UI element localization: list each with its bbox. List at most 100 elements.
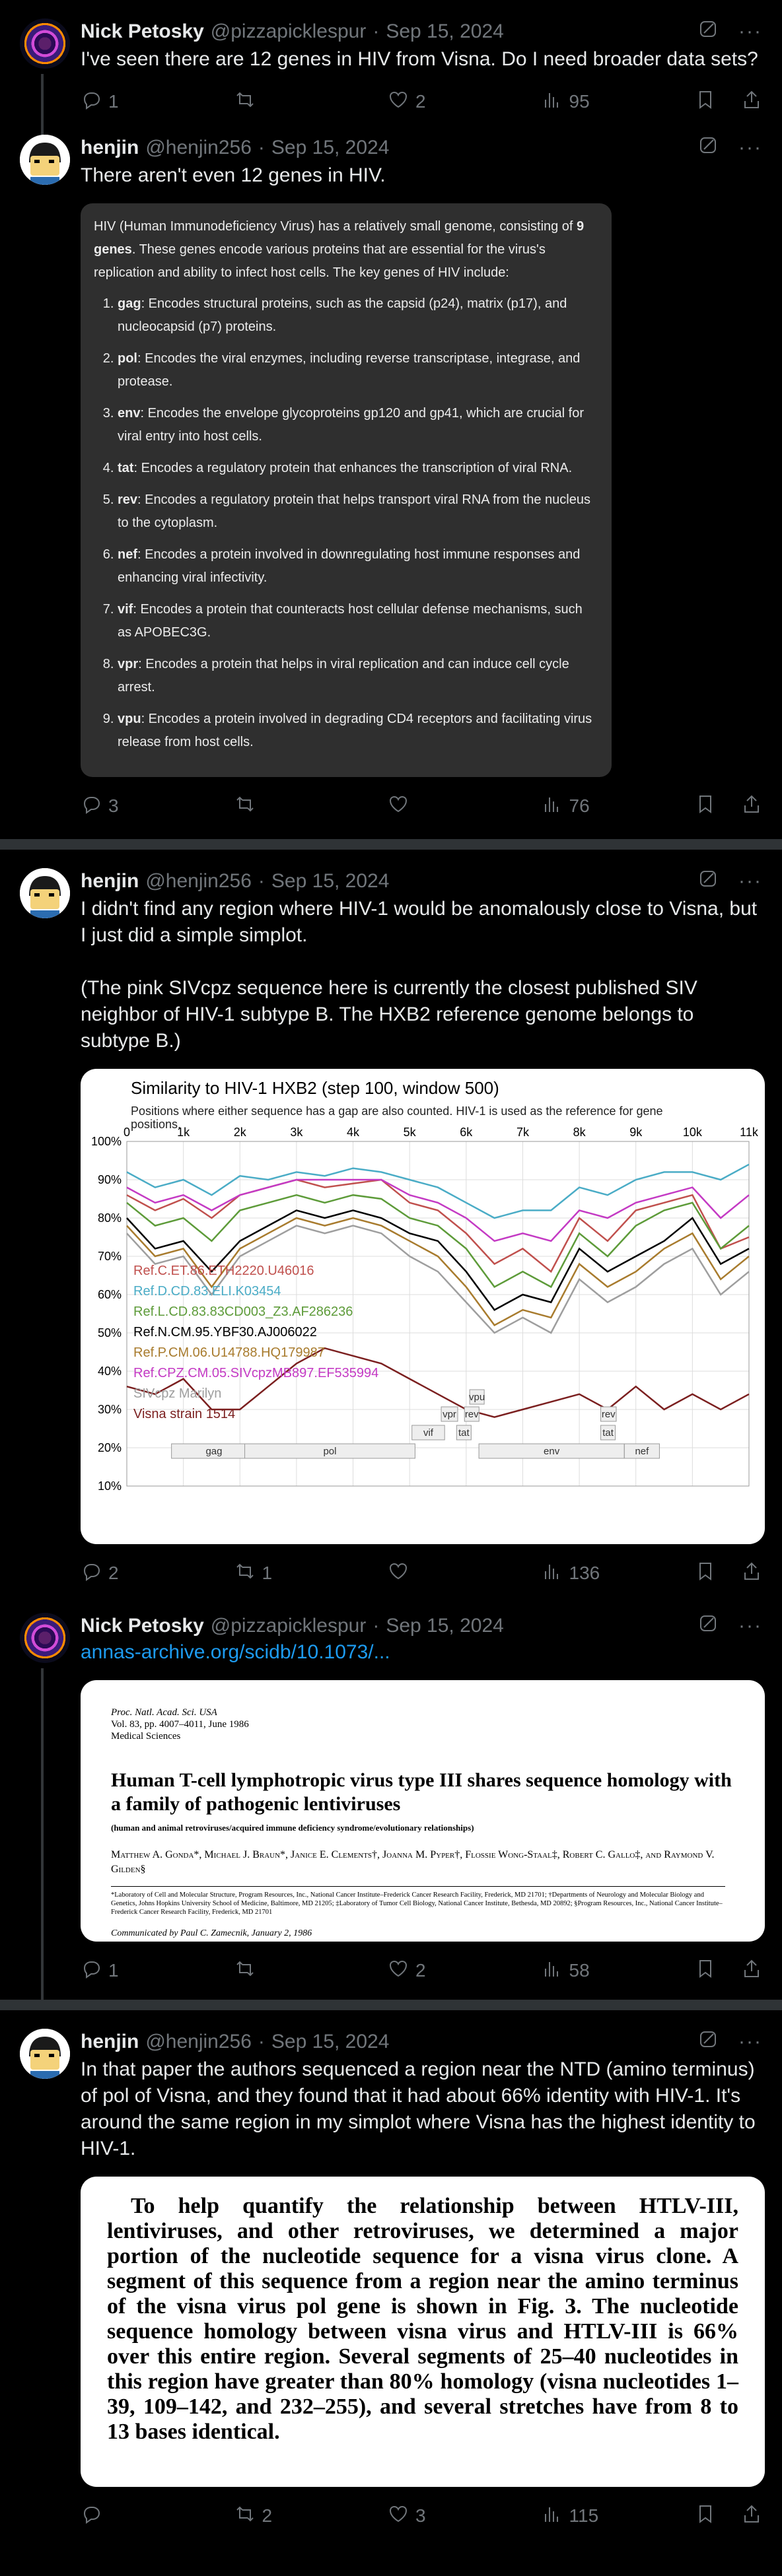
repost-count: 1 xyxy=(262,1563,273,1583)
bookmark-icon[interactable] xyxy=(695,1958,716,1984)
like-button[interactable]: 3 xyxy=(388,2503,542,2529)
reply-button[interactable] xyxy=(81,2503,234,2529)
views-icon xyxy=(542,794,563,819)
post-1[interactable]: Nick Petosky @pizzapicklespur · Sep 15, … xyxy=(0,0,782,131)
share-icon[interactable] xyxy=(741,1561,762,1586)
dot-separator: · xyxy=(258,137,265,158)
author-name[interactable]: Nick Petosky xyxy=(81,1615,204,1637)
bookmark-icon[interactable] xyxy=(695,1561,716,1586)
gene-label-nef: nef xyxy=(635,1446,649,1457)
chart-title: Similarity to HIV-1 HXB2 (step 100, wind… xyxy=(131,1078,499,1098)
x-tick-label: 3k xyxy=(290,1126,303,1139)
views-button[interactable]: 58 xyxy=(542,1958,695,1984)
y-tick-label: 60% xyxy=(98,1288,122,1301)
avatar[interactable] xyxy=(20,1613,70,1663)
post-date[interactable]: Sep 15, 2024 xyxy=(271,2031,390,2052)
avatar[interactable] xyxy=(20,2029,70,2079)
more-icon[interactable]: ··· xyxy=(738,2031,762,2052)
paper-quote-image[interactable]: To help quantify the relationship betwee… xyxy=(81,2177,765,2487)
author-name[interactable]: Nick Petosky xyxy=(81,20,204,42)
like-button[interactable]: 2 xyxy=(388,89,542,115)
views-button[interactable]: 76 xyxy=(542,794,695,819)
author-handle[interactable]: @henjin256 xyxy=(145,870,252,892)
grok-icon[interactable] xyxy=(697,18,719,45)
share-icon[interactable] xyxy=(741,2503,762,2529)
view-count: 58 xyxy=(569,1960,590,1981)
post-3[interactable]: henjin @henjin256 · Sep 15, 2024 ··· I d… xyxy=(0,850,782,1606)
author-name[interactable]: henjin xyxy=(81,137,139,158)
more-icon[interactable]: ··· xyxy=(738,137,762,158)
post-4[interactable]: Nick Petosky @pizzapicklespur · Sep 15, … xyxy=(0,1606,782,2000)
like-button[interactable] xyxy=(388,1561,542,1586)
gene-label-env: env xyxy=(544,1446,560,1457)
share-icon[interactable] xyxy=(741,794,762,819)
post-date[interactable]: Sep 15, 2024 xyxy=(386,1615,504,1637)
more-icon[interactable]: ··· xyxy=(738,20,762,42)
gene-name: nef xyxy=(118,547,137,562)
views-button[interactable]: 115 xyxy=(542,2503,695,2529)
author-name[interactable]: henjin xyxy=(81,2031,139,2052)
plot-frame xyxy=(126,1141,750,1487)
repost-button[interactable]: 2 xyxy=(234,2503,388,2529)
more-icon[interactable]: ··· xyxy=(738,870,762,892)
author-handle[interactable]: @henjin256 xyxy=(145,2031,252,2052)
dot-separator: · xyxy=(258,870,265,892)
bookmark-icon[interactable] xyxy=(695,794,716,819)
reply-button[interactable]: 2 xyxy=(81,1561,234,1586)
post-2[interactable]: henjin @henjin256 · Sep 15, 2024 ··· The… xyxy=(0,131,782,839)
gene-list-item: pol: Encodes the viral enzymes, includin… xyxy=(118,347,596,393)
reply-button[interactable]: 1 xyxy=(81,1958,234,1984)
chatgpt-answer-image[interactable]: HIV (Human Immunodeficiency Virus) has a… xyxy=(81,203,612,777)
gene-box-tat xyxy=(456,1425,472,1441)
repost-button[interactable]: 1 xyxy=(234,1561,388,1586)
grok-icon[interactable] xyxy=(697,135,719,161)
post-date[interactable]: Sep 15, 2024 xyxy=(271,870,390,892)
avatar[interactable] xyxy=(20,868,70,918)
simplot-chart[interactable]: Similarity to HIV-1 HXB2 (step 100, wind… xyxy=(81,1069,765,1544)
y-tick-label: 30% xyxy=(98,1403,122,1416)
repost-button[interactable] xyxy=(234,89,388,115)
avatar[interactable] xyxy=(20,18,70,69)
bookmark-icon[interactable] xyxy=(695,2503,716,2529)
author-handle[interactable]: @pizzapicklespur xyxy=(210,20,367,42)
legend-entry: Ref.P.CM.06.U14788.HQ179987 xyxy=(133,1345,325,1360)
gene-description: : Encodes a protein involved in degradin… xyxy=(118,712,592,749)
bookmark-icon[interactable] xyxy=(695,89,716,115)
x-tick-label: 0 xyxy=(124,1126,130,1139)
avatar[interactable] xyxy=(20,135,70,185)
like-button[interactable]: 2 xyxy=(388,1958,542,1984)
post-5[interactable]: henjin @henjin256 · Sep 15, 2024 ··· In … xyxy=(0,2010,782,2549)
gene-description: : Encodes a regulatory protein that help… xyxy=(118,492,590,530)
post-date[interactable]: Sep 15, 2024 xyxy=(386,20,504,42)
views-button[interactable]: 136 xyxy=(542,1561,695,1586)
paper-screenshot[interactable]: Proc. Natl. Acad. Sci. USA Vol. 83, pp. … xyxy=(81,1680,765,1942)
reply-button[interactable]: 1 xyxy=(81,89,234,115)
journal-section: Medical Sciences xyxy=(111,1731,181,1742)
grok-icon[interactable] xyxy=(697,2029,719,2055)
share-icon[interactable] xyxy=(741,1958,762,1984)
gene-label-gag: gag xyxy=(205,1446,222,1457)
author-handle[interactable]: @henjin256 xyxy=(145,137,252,158)
grok-icon[interactable] xyxy=(697,868,719,895)
more-icon[interactable]: ··· xyxy=(738,1615,762,1637)
dot-separator: · xyxy=(373,1615,380,1637)
post-date[interactable]: Sep 15, 2024 xyxy=(271,137,390,158)
reply-button[interactable]: 3 xyxy=(81,794,234,819)
legend-entry: SIVcpz Marilyn xyxy=(133,1386,221,1401)
views-button[interactable]: 95 xyxy=(542,89,695,115)
gene-list-item: vpu: Encodes a protein involved in degra… xyxy=(118,708,596,754)
gene-list: gag: Encodes structural proteins, such a… xyxy=(94,292,596,754)
archive-link[interactable]: annas-archive.org/scidb/10.1073/... xyxy=(81,1641,390,1663)
grok-icon[interactable] xyxy=(697,1613,719,1639)
like-button[interactable] xyxy=(388,794,542,819)
author-name[interactable]: henjin xyxy=(81,870,139,892)
share-icon[interactable] xyxy=(741,89,762,115)
chat-intro: HIV (Human Immunodeficiency Virus) has a… xyxy=(94,219,585,280)
gene-label-vpr: vpr xyxy=(443,1409,456,1420)
author-handle[interactable]: @pizzapicklespur xyxy=(210,1615,367,1637)
repost-button[interactable] xyxy=(234,1958,388,1984)
gene-list-item: nef: Encodes a protein involved in downr… xyxy=(118,543,596,590)
chart-svg: 0 1k 2k 3k 4k 5k 6k 7k 8k 9k 10k 11k 100% 90% 80% 70% 60… xyxy=(91,1126,759,1493)
reply-count: 2 xyxy=(108,1563,119,1583)
repost-button[interactable] xyxy=(234,794,388,819)
